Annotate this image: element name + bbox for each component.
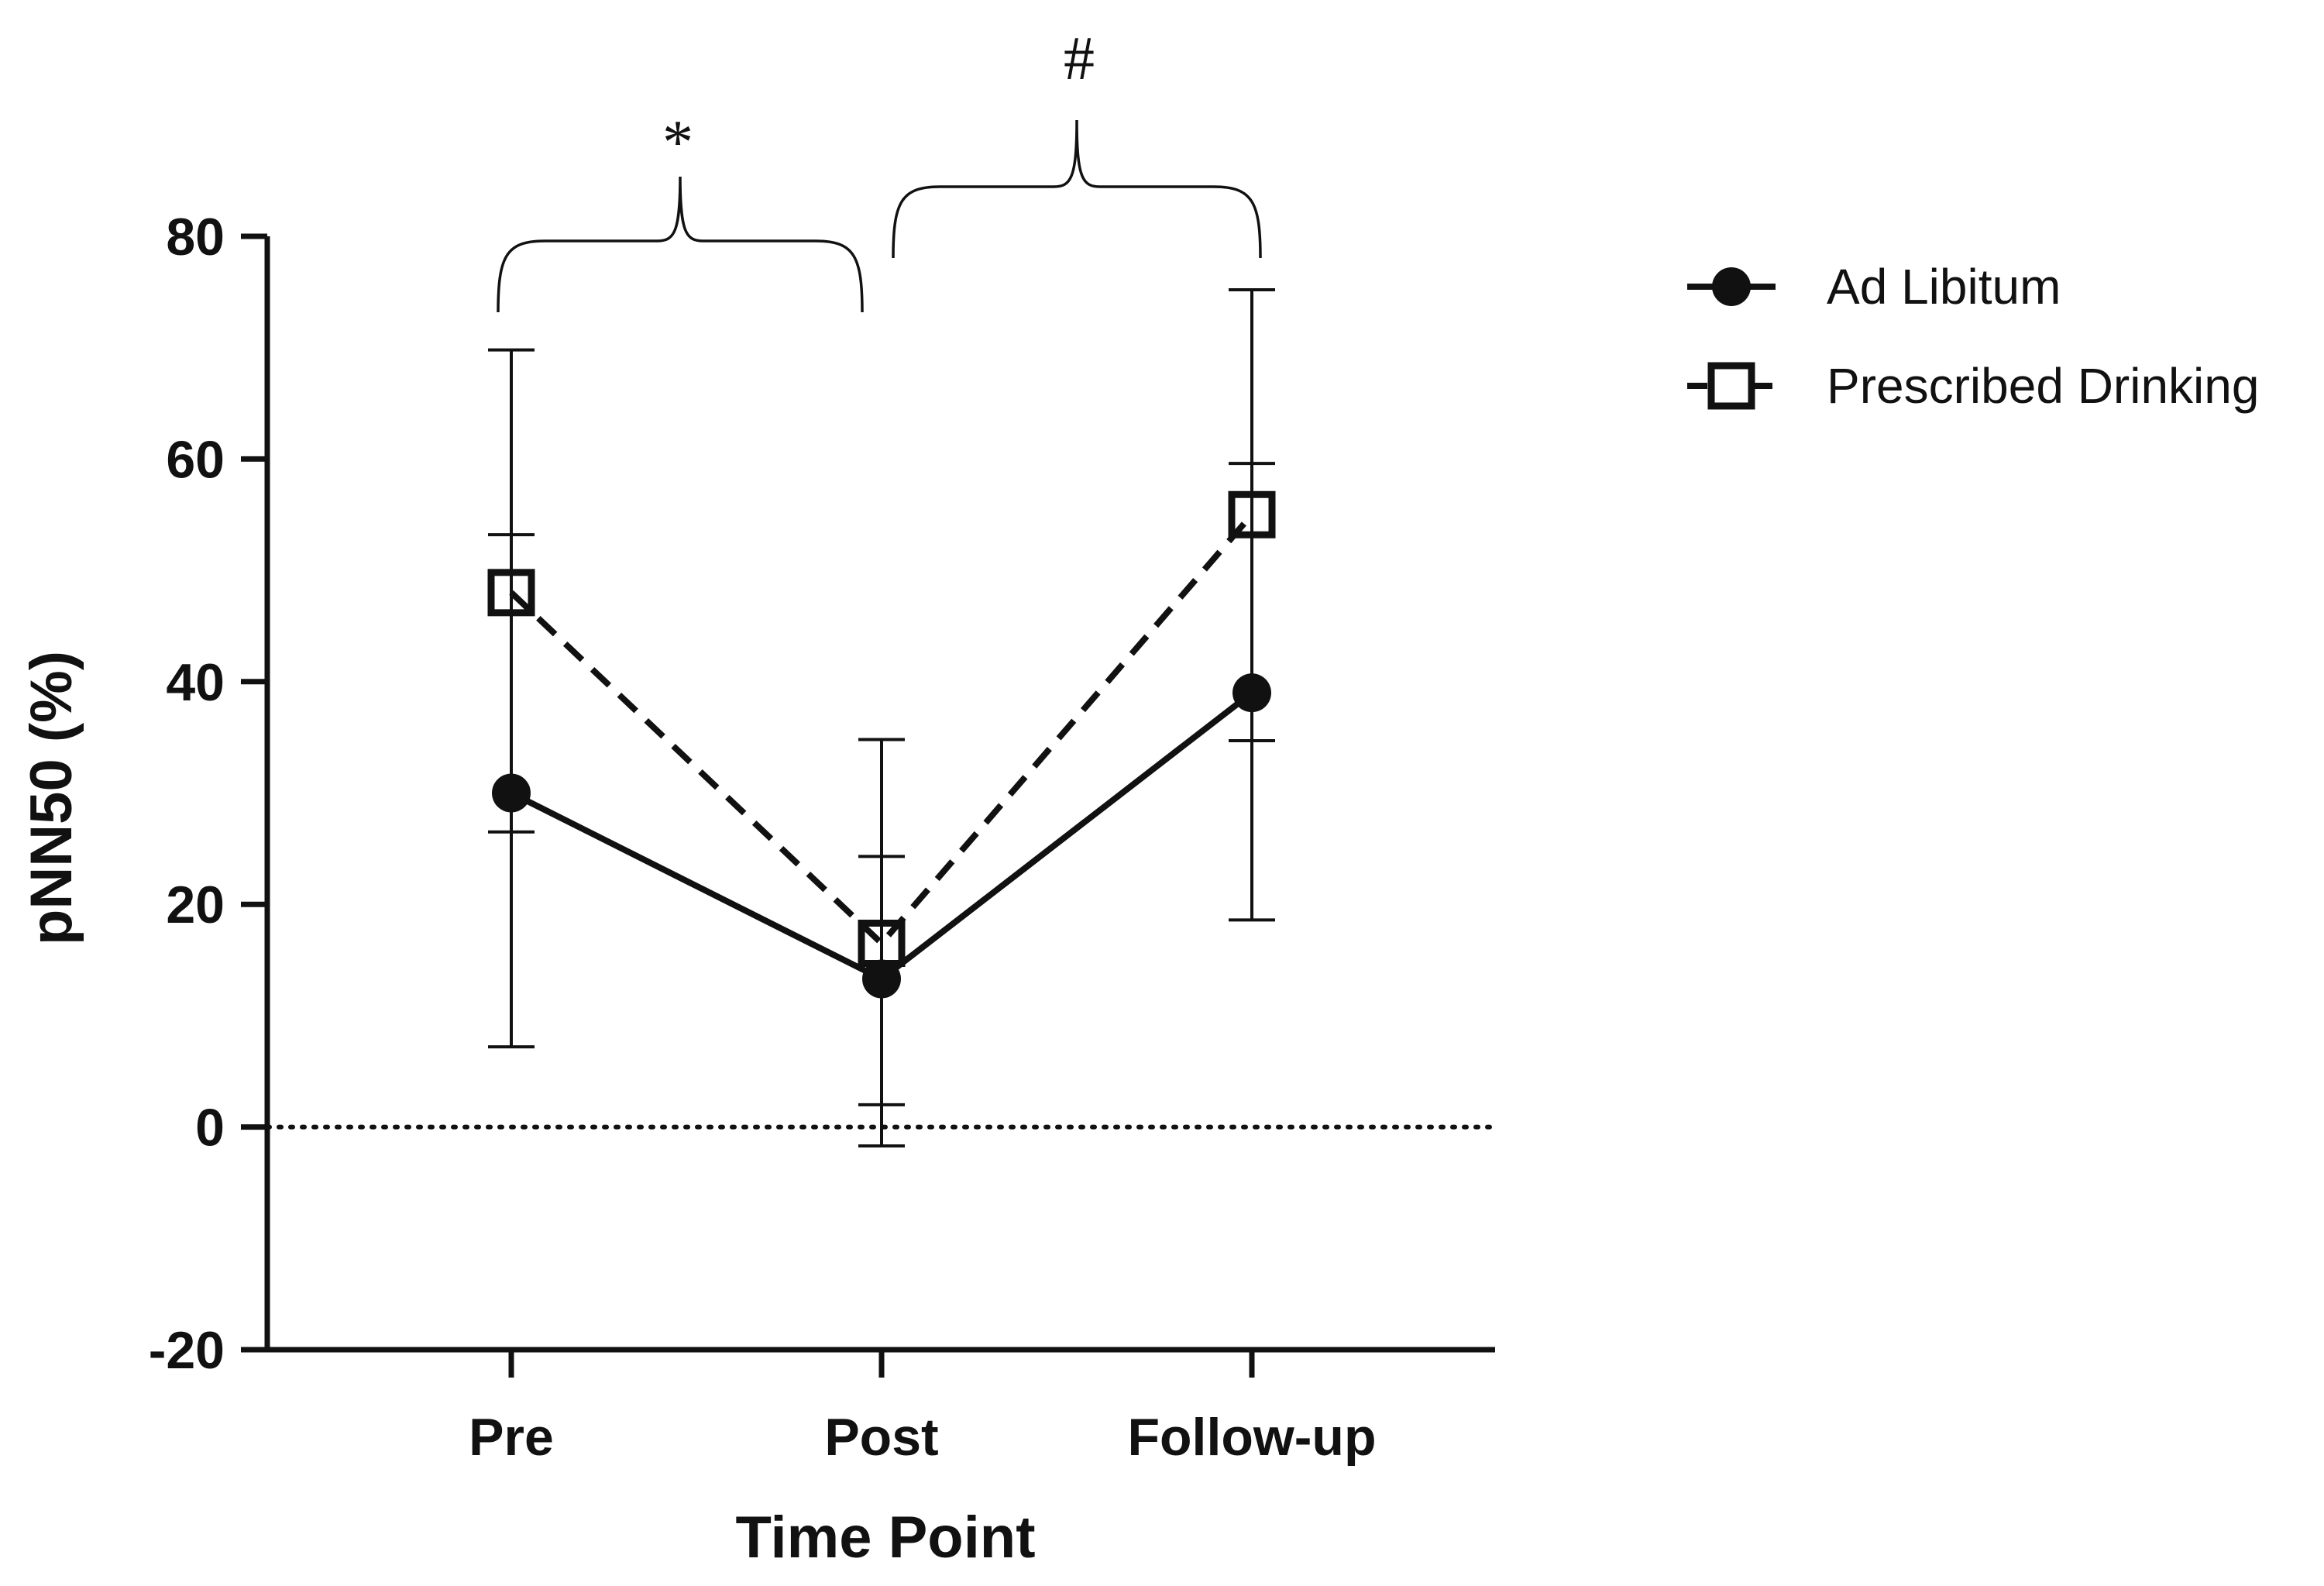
- legend: Ad Libitum Prescribed Drinking: [1687, 259, 2259, 414]
- y-tick-label: 20: [166, 876, 225, 934]
- y-tick-label: 60: [166, 430, 225, 489]
- y-axis-title: pNN50 (%): [19, 651, 84, 945]
- y-tick-label: 0: [195, 1099, 225, 1158]
- y-tick-label: 40: [166, 653, 225, 712]
- data-series: [487, 287, 1276, 1148]
- legend-label: Prescribed Drinking: [1827, 358, 2259, 414]
- data-point: [1228, 490, 1276, 538]
- significance-annotations: *#: [497, 25, 1262, 313]
- legend-marker: [1707, 362, 1755, 410]
- legend-label: Ad Libitum: [1827, 259, 2061, 315]
- significance-bracket-pre-post: [497, 176, 864, 313]
- x-tick-label: Pre: [469, 1408, 554, 1467]
- y-tick-label: 80: [166, 208, 225, 267]
- legend-item: Ad Libitum: [1687, 259, 2061, 315]
- series-prescribed-drinking: [487, 287, 1276, 1148]
- y-tick-label: -20: [149, 1321, 225, 1380]
- significance-mark: #: [1064, 25, 1095, 93]
- x-tick-label: Post: [824, 1408, 938, 1467]
- axes: -20 0 20 40 60 80 Pre Post Follow-up: [149, 208, 1497, 1467]
- x-axis-title: Time Point: [735, 1505, 1035, 1571]
- data-point: [858, 919, 906, 967]
- legend-marker: [1712, 267, 1751, 306]
- significance-bracket-post-followup: [892, 119, 1262, 259]
- legend-item: Prescribed Drinking: [1687, 358, 2259, 414]
- series-line: [509, 512, 1255, 947]
- x-tick-label: Follow-up: [1127, 1408, 1376, 1467]
- significance-mark: *: [662, 108, 693, 177]
- data-point: [487, 569, 535, 617]
